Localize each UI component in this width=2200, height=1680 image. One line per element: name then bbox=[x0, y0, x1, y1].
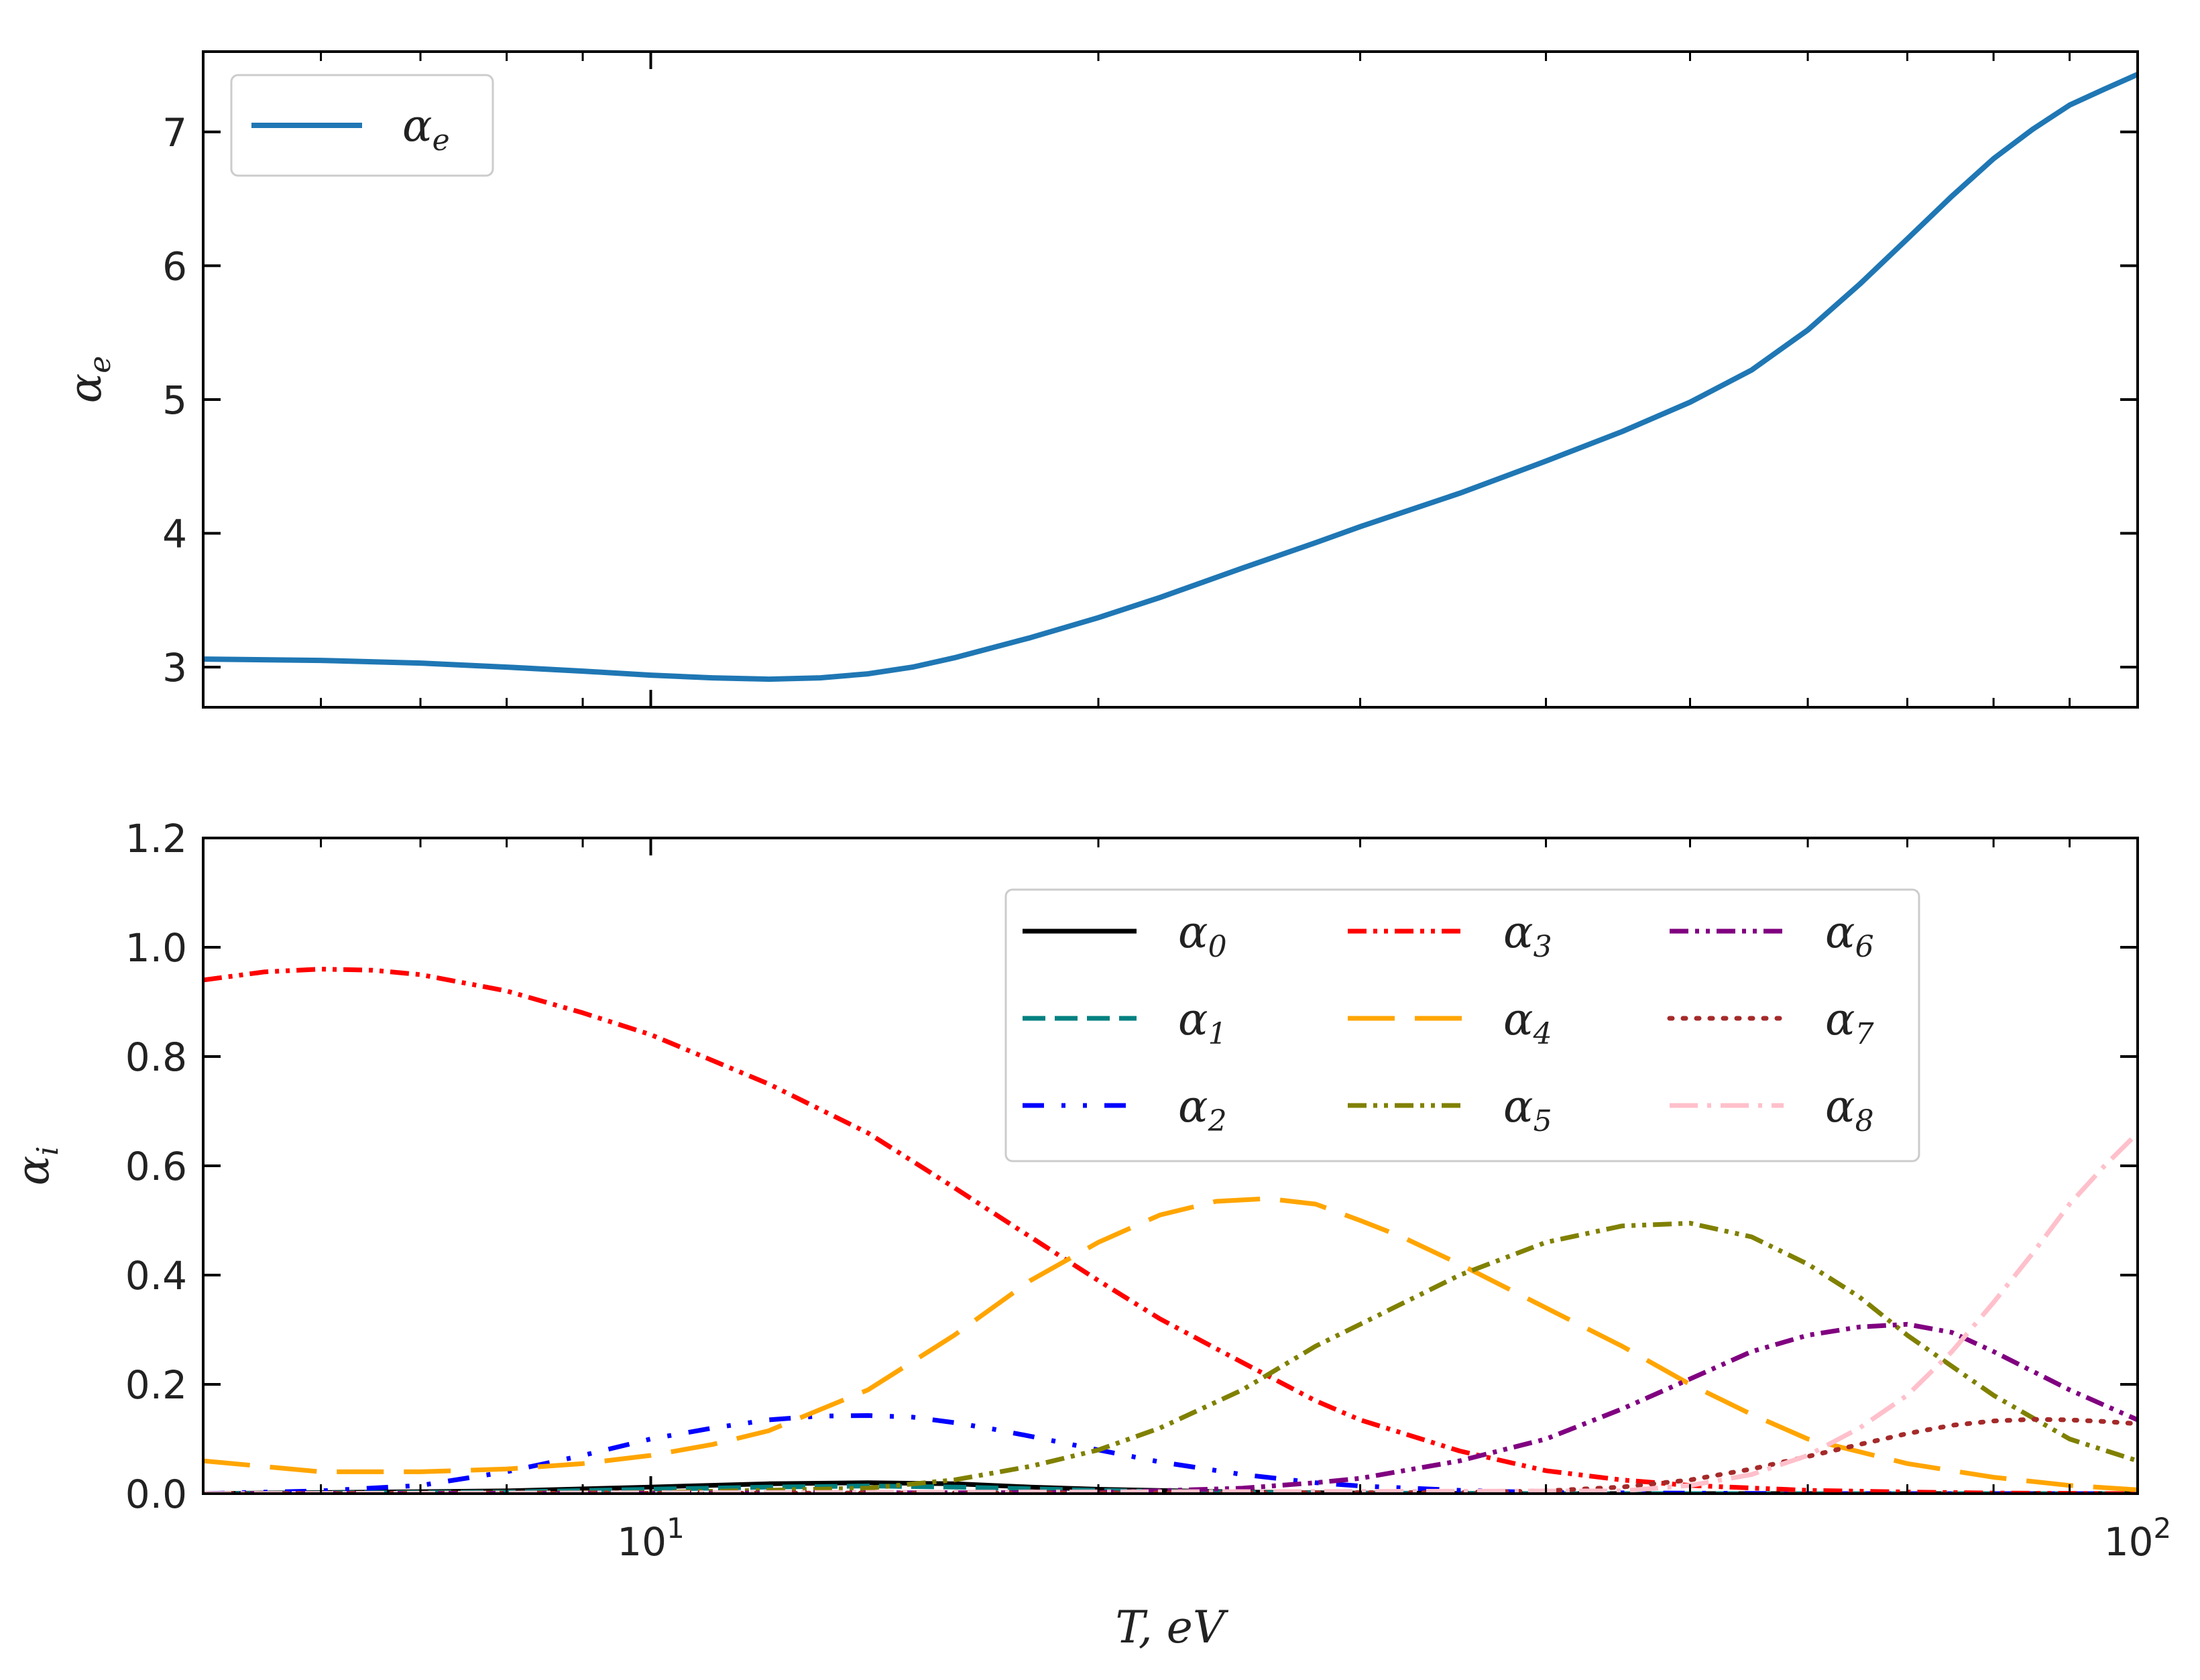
alpha-i-ticks: 0.0 0.2 0.4 0.6 0.8 1.0 1.2 101 102 bbox=[125, 816, 2172, 1565]
x-tick-label: 101 bbox=[617, 1512, 685, 1565]
y-tick-label: 5 bbox=[162, 377, 187, 423]
alpha-i-series-line-5 bbox=[203, 1221, 2138, 1494]
y-tick-label: 0.2 bbox=[125, 1362, 187, 1408]
legend-label-5: α5 bbox=[1503, 1081, 1552, 1138]
y-tick-label: 3 bbox=[162, 645, 187, 691]
legend-label-8: α8 bbox=[1825, 1081, 1874, 1138]
y-tick-label: 7 bbox=[162, 110, 187, 156]
legend-label-1: α1 bbox=[1178, 994, 1227, 1051]
alpha-e-legend-label: αe bbox=[402, 100, 450, 158]
alpha-e-plot-area bbox=[203, 72, 2138, 682]
alpha-i-legend: α0 α1 α2 α3 α4 α5 α6 α7 α8 bbox=[1004, 888, 1920, 1162]
x-tick-label: 102 bbox=[2104, 1512, 2172, 1565]
alpha-i-legend-entries: α0 α1 α2 α3 α4 α5 α6 α7 α8 bbox=[1023, 906, 1874, 1138]
alpha-e-y-axis-label: αe bbox=[60, 356, 117, 404]
alpha-i-series-line-1 bbox=[203, 1484, 2138, 1494]
y-tick-label: 0.4 bbox=[125, 1253, 187, 1299]
alpha-e-axes-frame bbox=[202, 50, 2139, 709]
x-axis-label: T, eV bbox=[1115, 1602, 1228, 1653]
alpha-e-panel: 3 4 5 6 7 αe αe bbox=[60, 50, 2139, 709]
legend-label-2: α2 bbox=[1178, 1081, 1227, 1138]
alpha-i-series-line-7 bbox=[203, 1417, 2138, 1494]
y-tick-label: 1.0 bbox=[125, 925, 187, 971]
alpha-i-series-line-8 bbox=[203, 1131, 2138, 1494]
y-tick-label: 0.8 bbox=[125, 1034, 187, 1080]
legend-label-3: α3 bbox=[1503, 906, 1552, 964]
y-tick-label: 4 bbox=[162, 512, 187, 557]
alpha-i-series-line-6 bbox=[203, 1321, 2138, 1494]
alpha-i-series-line-4 bbox=[203, 1196, 2138, 1492]
alpha-i-legend-box bbox=[1004, 888, 1920, 1162]
alpha-e-legend: αe bbox=[230, 74, 494, 177]
y-tick-label: 0.6 bbox=[125, 1144, 187, 1189]
y-tick-label: 6 bbox=[162, 243, 187, 289]
alpha-e-series-line bbox=[203, 72, 2138, 682]
legend-label-7: α7 bbox=[1825, 994, 1874, 1051]
y-tick-label: 1.2 bbox=[125, 816, 187, 861]
legend-label-0: α0 bbox=[1178, 906, 1227, 964]
alpha-i-series-line-2 bbox=[203, 1413, 2138, 1494]
legend-label-4: α4 bbox=[1503, 994, 1552, 1051]
y-tick-label: 0.0 bbox=[125, 1472, 187, 1517]
alpha-i-y-axis-label: αi bbox=[7, 1146, 65, 1186]
legend-label-6: α6 bbox=[1825, 906, 1874, 964]
alpha-e-ticks: 3 4 5 6 7 bbox=[162, 52, 2139, 707]
